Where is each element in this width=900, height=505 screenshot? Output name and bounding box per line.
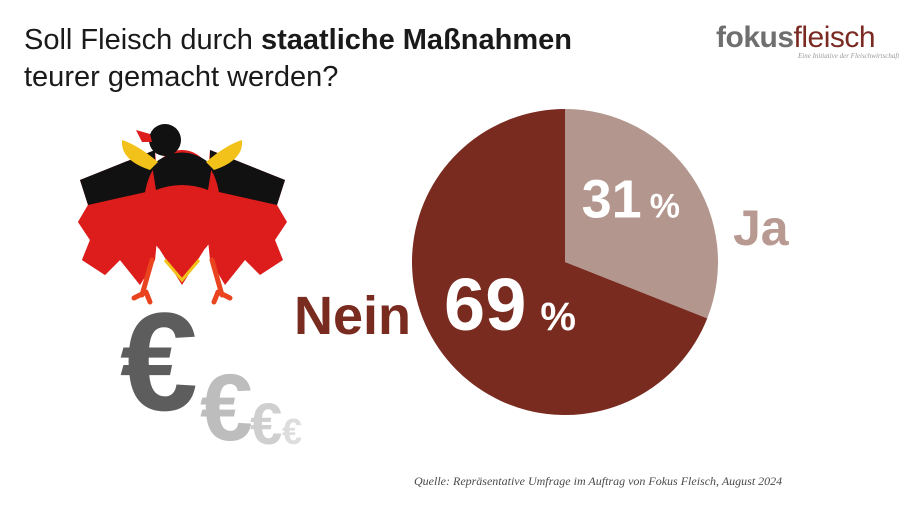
eagle-euro-illustration: € € € €: [78, 124, 302, 460]
data-label-nein: 69%: [444, 263, 576, 346]
title-bold: staatliche Maßnahmen: [260, 24, 572, 56]
svg-text:€: €: [282, 411, 302, 452]
eagle-icon: [78, 124, 287, 305]
svg-text:€: €: [120, 283, 198, 440]
brand-logo: fokusfleisch Eine Initiative der Fleisch…: [716, 21, 900, 61]
euro-sign-icon: € € € €: [120, 283, 302, 460]
svg-text:€: €: [250, 392, 282, 457]
category-label-nein: Nein: [294, 286, 411, 346]
logo-part2: fleisch: [793, 21, 876, 54]
source-note: Quelle: Repräsentative Umfrage im Auftra…: [414, 474, 783, 488]
chart-title: Soll Fleisch durch staatliche Maßnahmen …: [24, 22, 584, 96]
title-line2: teurer gemacht werden?: [24, 61, 339, 93]
logo-tagline: Eine Initiative der Fleischwirtschaft: [798, 52, 900, 60]
pie-slice-nein: [412, 109, 708, 415]
data-label-ja: 31%: [582, 169, 680, 229]
pie-slice-ja: [565, 109, 718, 319]
category-label-ja: Ja: [733, 200, 790, 256]
title-prefix: Soll Fleisch durch: [24, 24, 261, 56]
svg-text:€: €: [200, 355, 253, 460]
logo-part1: fokus: [716, 21, 794, 54]
